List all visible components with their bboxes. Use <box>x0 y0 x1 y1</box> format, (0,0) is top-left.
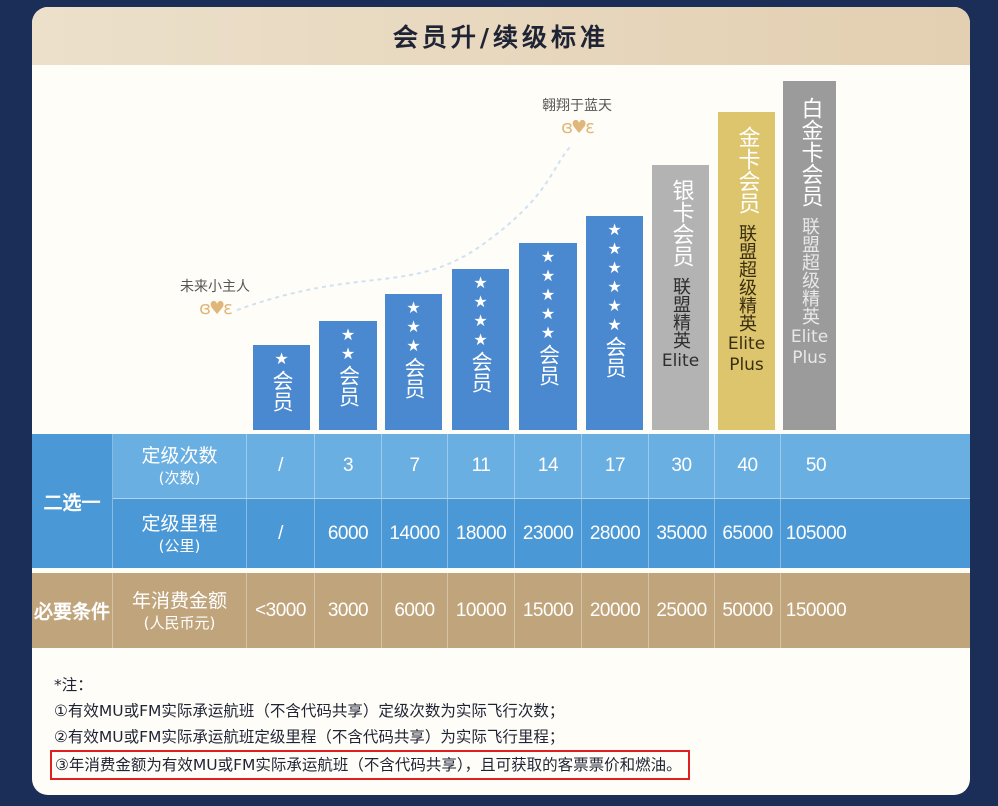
required-group-label: 必要条件 <box>32 573 113 648</box>
tier-label: 会员 <box>536 344 561 386</box>
segments-value: 50 <box>805 455 827 476</box>
membership-card: 会员升/续级标准 未来小主人 ɞ♥ɛ 翱翔于蓝天 ɞ♥ɛ ★ 会员 ★★ 会员 … <box>32 7 970 795</box>
right-wing-label: 翱翔于蓝天 <box>542 98 612 114</box>
left-wing-badge: 未来小主人 ɞ♥ɛ <box>180 276 250 319</box>
tier-bar-4: ★★★★ 会员 <box>452 269 509 430</box>
growth-curve <box>236 144 573 311</box>
spend-value: 15000 <box>515 573 582 648</box>
tier-bars: 未来小主人 ɞ♥ɛ 翱翔于蓝天 ɞ♥ɛ ★ 会员 ★★ 会员 ★★★ 会员 ★★… <box>32 65 970 435</box>
note-2: ②有效MU或FM实际承运航班定级里程（不含代码共享）为实际飞行里程； <box>54 728 565 746</box>
alliance-eng: Elite <box>790 327 829 347</box>
spend-value: 10000 <box>448 573 515 648</box>
tier-bar-gold: 金卡会员 联盟超级精英 Elite Plus <box>718 112 775 430</box>
miles-value: 6000 <box>315 499 382 568</box>
alliance-label: 联盟超级精英 <box>799 217 820 325</box>
title-bar: 会员升/续级标准 <box>32 7 970 65</box>
segments-main-label: 定级次数 <box>141 445 218 467</box>
notes-block: *注： ①有效MU或FM实际承运航班（不含代码共享）定级次数为实际飞行次数； ②… <box>50 672 690 780</box>
tier-bar-2: ★★ 会员 <box>319 321 377 430</box>
page-title: 会员升/续级标准 <box>392 23 610 52</box>
miles-value: / <box>247 499 315 568</box>
tier-label: 白金卡会员 <box>797 97 823 207</box>
tier-stars: ★★ <box>338 325 358 363</box>
spend-row: 年消费金额 (人民币元) <3000 3000 6000 10000 15000… <box>113 573 970 648</box>
miles-value: 35000 <box>649 499 715 568</box>
miles-main-label: 定级里程 <box>141 512 218 535</box>
spend-value: 3000 <box>315 573 382 648</box>
tier-bar-3: ★★★ 会员 <box>385 294 442 430</box>
alliance-eng: Plus <box>792 348 827 368</box>
segments-sub-label: (次数) <box>158 469 201 487</box>
note-1: ①有效MU或FM实际承运航班（不含代码共享）定级次数为实际飞行次数； <box>54 702 565 720</box>
required-group: 必要条件 年消费金额 (人民币元) <3000 3000 6000 10000 … <box>32 573 970 648</box>
spend-value: 6000 <box>382 573 448 648</box>
tier-bar-5: ★★★★★ 会员 <box>519 243 577 430</box>
tier-stars: ★★★ <box>404 298 423 355</box>
segments-value: 30 <box>649 434 715 498</box>
alliance-label: 联盟超级精英 <box>736 224 757 332</box>
alliance-eng: Elite <box>727 334 766 354</box>
tier-bar-platinum: 白金卡会员 联盟超级精英 Elite Plus <box>783 81 836 430</box>
segments-value: 3 <box>315 434 382 498</box>
miles-header: 定级里程 (公里) <box>113 499 247 568</box>
tier-label: 会员 <box>603 336 627 378</box>
segments-value: 17 <box>582 434 649 498</box>
miles-value: 105000 <box>785 522 847 544</box>
tier-stars: ★ <box>272 349 291 368</box>
notes-title: *注： <box>54 676 93 694</box>
tier-stars: ★★★★★★ <box>605 220 624 334</box>
either-group: 二选一 定级次数 (次数) / 3 7 11 14 17 30 40 50 定级… <box>32 434 970 568</box>
tier-label: 会员 <box>270 370 294 412</box>
spend-main-label: 年消费金额 <box>131 589 227 612</box>
segments-value: / <box>247 434 315 498</box>
alliance-eng: Plus <box>729 355 764 375</box>
segments-value: 14 <box>515 434 582 498</box>
tier-bar-1: ★ 会员 <box>253 345 310 430</box>
left-wing-label: 未来小主人 <box>180 279 250 295</box>
tier-bar-silver: 银卡会员 联盟精英 Elite <box>652 165 709 430</box>
tier-stars: ★★★★★ <box>538 247 558 342</box>
spend-value: 20000 <box>582 573 649 648</box>
right-wing-badge: 翱翔于蓝天 ɞ♥ɛ <box>542 95 612 138</box>
tier-label: 金卡会员 <box>734 126 760 214</box>
spend-value: 50000 <box>715 573 781 648</box>
segments-value: 11 <box>448 434 515 498</box>
miles-value: 14000 <box>382 499 448 568</box>
segments-row: 定级次数 (次数) / 3 7 11 14 17 30 40 50 <box>113 434 970 499</box>
spend-value: <3000 <box>247 573 315 648</box>
tier-label: 会员 <box>336 365 361 407</box>
segments-header: 定级次数 (次数) <box>113 434 247 498</box>
spend-header: 年消费金额 (人民币元) <box>113 573 247 648</box>
spend-value: 150000 <box>785 599 847 621</box>
heart-wings-icon: ɞ♥ɛ <box>561 117 595 138</box>
alliance-eng: Elite <box>661 351 700 371</box>
spend-sub-label: (人民币元) <box>143 613 216 632</box>
either-group-label: 二选一 <box>32 434 113 568</box>
miles-sub-label: (公里) <box>158 536 201 555</box>
miles-value: 23000 <box>515 499 582 568</box>
tier-bar-6: ★★★★★★ 会员 <box>586 216 643 430</box>
tier-label: 会员 <box>402 357 426 399</box>
heart-wings-icon: ɞ♥ɛ <box>199 298 233 319</box>
alliance-label: 联盟精英 <box>670 277 691 349</box>
miles-value: 18000 <box>448 499 515 568</box>
spend-value: 25000 <box>649 573 715 648</box>
tier-stars: ★★★★ <box>471 273 490 349</box>
miles-row: 定级里程 (公里) / 6000 14000 18000 23000 28000… <box>113 499 970 568</box>
note-3-highlighted: ③年消费金额为有效MU或FM实际承运航班（不含代码共享），且可获取的客票票价和燃… <box>50 750 690 780</box>
tier-label: 银卡会员 <box>668 179 694 267</box>
miles-value: 28000 <box>582 499 649 568</box>
tier-label: 会员 <box>469 351 493 393</box>
miles-value: 65000 <box>715 499 781 568</box>
segments-value: 7 <box>382 434 448 498</box>
segments-value: 40 <box>715 434 781 498</box>
